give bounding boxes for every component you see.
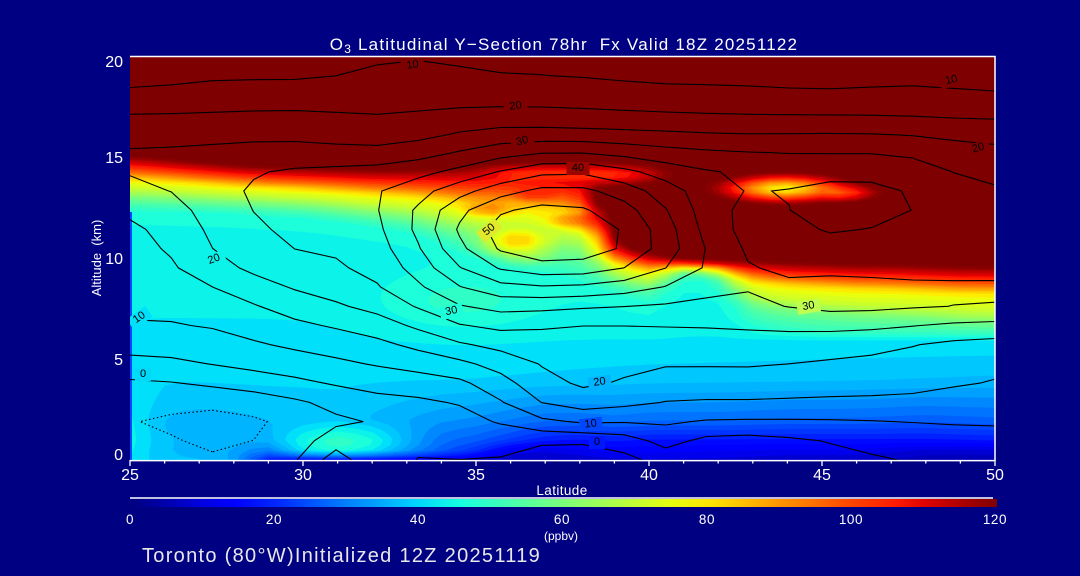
svg-text:10: 10: [131, 309, 148, 326]
svg-text:10: 10: [944, 73, 958, 87]
svg-text:35: 35: [467, 467, 485, 484]
svg-text:100: 100: [839, 512, 863, 527]
svg-text:30: 30: [801, 299, 815, 313]
svg-text:10: 10: [105, 251, 123, 268]
svg-text:30: 30: [444, 304, 458, 318]
svg-text:15: 15: [105, 150, 123, 167]
svg-text:(ppbv): (ppbv): [544, 529, 578, 543]
svg-text:0: 0: [140, 368, 146, 380]
svg-text:Toronto (80°W)Initialized 12Z: Toronto (80°W)Initialized 12Z 20251119: [142, 545, 541, 567]
svg-text:20: 20: [266, 512, 282, 527]
svg-text:20: 20: [509, 99, 523, 113]
svg-text:45: 45: [813, 467, 831, 484]
svg-text:20: 20: [593, 375, 607, 389]
svg-text:80: 80: [699, 512, 715, 527]
svg-text:Latitude: Latitude: [536, 483, 587, 498]
svg-text:25: 25: [121, 467, 139, 484]
svg-text:Altitude (km): Altitude (km): [89, 220, 104, 297]
svg-text:60: 60: [554, 512, 570, 527]
svg-text:10: 10: [406, 58, 420, 72]
svg-text:5: 5: [114, 352, 123, 369]
svg-text:30: 30: [294, 467, 312, 484]
svg-text:40: 40: [572, 162, 584, 174]
svg-text:O3 Latitudinal Y−Section 78hr: O3 Latitudinal Y−Section 78hr Fx Valid 1…: [330, 35, 798, 56]
svg-text:40: 40: [640, 467, 658, 484]
svg-text:0: 0: [114, 447, 123, 464]
svg-text:50: 50: [986, 467, 1004, 484]
svg-text:10: 10: [584, 417, 597, 430]
svg-text:20: 20: [206, 251, 222, 266]
svg-text:20: 20: [971, 141, 986, 156]
svg-text:20: 20: [105, 54, 123, 71]
svg-text:40: 40: [410, 512, 426, 527]
svg-text:0: 0: [594, 436, 600, 448]
svg-text:30: 30: [515, 134, 530, 149]
svg-text:120: 120: [983, 512, 1007, 527]
svg-text:0: 0: [126, 512, 134, 527]
